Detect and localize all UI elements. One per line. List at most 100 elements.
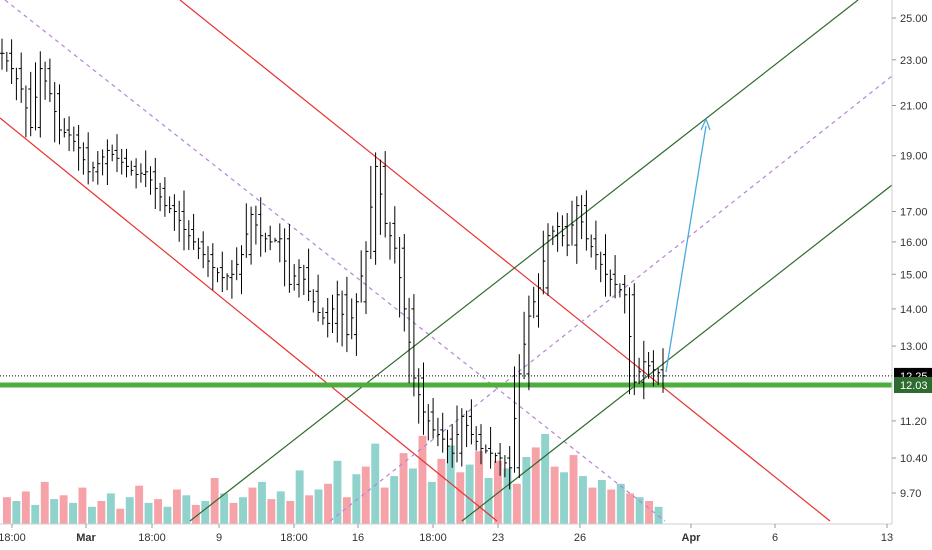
red-channel-upper-line <box>179 0 831 522</box>
price-bar <box>574 195 584 264</box>
price-bar <box>622 275 632 395</box>
price-bar <box>9 39 19 101</box>
x-tick-label: 18:00 <box>0 532 26 544</box>
price-bar <box>124 148 134 178</box>
price-bar <box>516 311 527 479</box>
price-bar <box>660 348 666 393</box>
price-bar <box>430 398 440 447</box>
green-channel-lower-line <box>461 184 893 522</box>
price-bar <box>191 213 201 260</box>
volume-bar <box>267 499 276 524</box>
price-bar <box>497 443 507 478</box>
y-tick-label: 13.00 <box>900 341 928 353</box>
volume-bar <box>97 501 106 524</box>
price-bar <box>478 424 488 465</box>
price-bar <box>162 177 172 217</box>
volume-bar <box>78 487 87 524</box>
price-bar <box>555 212 565 252</box>
price-bar <box>449 405 459 468</box>
price-bar <box>210 243 220 291</box>
time-axis-background <box>0 524 932 550</box>
volume-bar <box>258 481 266 524</box>
volume-bar <box>371 443 380 524</box>
price-bar <box>143 150 153 195</box>
volume-bar <box>569 455 578 524</box>
volume-bar <box>40 481 49 524</box>
price-bar <box>114 134 124 175</box>
volume-bar <box>12 501 21 524</box>
volume-bar <box>220 493 229 524</box>
volume-bar <box>512 483 521 524</box>
volume-bar <box>239 497 247 524</box>
y-tick-label: 11.20 <box>900 416 927 428</box>
price-axis: 25.00 23.00 21.00 19.00 17.00 16.00 15.00 14.00… <box>891 0 932 524</box>
volume-bar <box>201 501 210 524</box>
volume-bar <box>635 497 644 524</box>
volume-bar <box>475 451 483 524</box>
volume-bar <box>333 460 342 524</box>
price-bar <box>593 220 603 283</box>
price-bar <box>85 132 95 185</box>
volume-bar <box>446 445 455 524</box>
y-tick-label: 9.70 <box>900 488 921 500</box>
price-bar <box>306 248 316 313</box>
volume-bar <box>248 487 257 524</box>
volume-bar <box>418 435 427 524</box>
y-tick-label: 17.00 <box>900 207 928 219</box>
price-bar <box>325 294 335 338</box>
volume-bar <box>173 489 181 524</box>
price-bar <box>382 151 392 260</box>
volume-bar <box>342 497 351 524</box>
price-bar <box>258 197 268 257</box>
volume-bar <box>437 458 446 524</box>
price-bar <box>296 259 306 298</box>
price-bar <box>239 203 249 295</box>
volume-bar <box>361 466 370 524</box>
price-bar <box>440 412 450 464</box>
volume-bar <box>163 506 172 524</box>
volume-bar <box>305 495 314 524</box>
x-tick-label: Apr <box>682 532 702 544</box>
price-bar <box>468 399 479 451</box>
volume-bar <box>135 485 144 524</box>
volume-bar <box>229 502 238 524</box>
volume-bar <box>276 491 285 524</box>
x-tick-label: 23 <box>492 532 504 544</box>
x-tick-label: 26 <box>574 532 586 544</box>
support-level <box>0 375 892 388</box>
price-bar <box>277 223 287 287</box>
volume-bar <box>409 468 417 524</box>
volume-bar <box>503 468 512 524</box>
volume-bar <box>154 499 162 524</box>
volume-bar <box>380 487 389 524</box>
y-tick-label: 25.00 <box>900 13 928 25</box>
price-bar <box>421 362 431 441</box>
price-bar <box>76 125 86 175</box>
volume-bar <box>626 493 635 524</box>
volume-bar <box>59 495 68 524</box>
x-tick-label: 6 <box>772 532 778 544</box>
price-bar <box>200 231 210 277</box>
volume-bar <box>106 493 115 524</box>
volume-bar <box>286 501 295 524</box>
x-tick-label: 13 <box>881 532 893 544</box>
x-tick-label: Mar <box>76 532 96 544</box>
volume-bar <box>352 474 361 524</box>
price-bar <box>526 286 536 391</box>
volume-bar <box>456 472 465 524</box>
price-bar <box>363 166 373 314</box>
price-bar <box>334 280 345 347</box>
price-bar <box>95 149 105 185</box>
svg-text:12.03: 12.03 <box>900 380 928 392</box>
price-bar <box>603 234 613 297</box>
price-bar <box>37 51 48 138</box>
volume-bar <box>560 472 568 524</box>
price-bar <box>0 38 9 72</box>
y-tick-label: 23.00 <box>900 55 928 67</box>
price-bar <box>650 350 661 387</box>
price-bar <box>392 206 402 318</box>
price-bar <box>353 250 364 356</box>
price-bar <box>18 52 28 138</box>
volume-bar <box>597 480 606 524</box>
